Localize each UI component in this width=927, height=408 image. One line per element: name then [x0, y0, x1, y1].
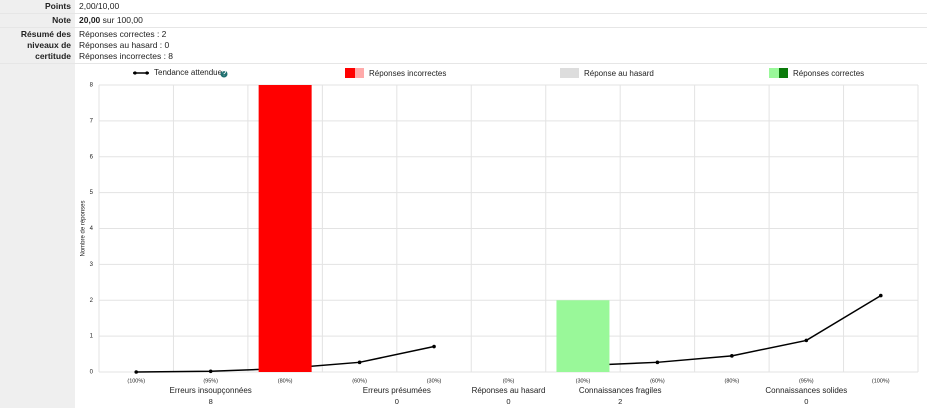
row-label: Note — [0, 13, 75, 28]
legend-swatch — [345, 68, 355, 78]
trend-point — [655, 360, 660, 365]
y-tick-label: 3 — [90, 262, 94, 268]
row-value: Réponses correctes : 2 Réponses au hasard… — [75, 27, 927, 64]
legend-label: Tendance attendue — [154, 68, 223, 77]
x-tick-label: (95%) — [203, 378, 218, 384]
group-count: 2 — [618, 397, 622, 406]
y-tick-label: 1 — [90, 334, 94, 340]
x-tick-label: (100%) — [127, 378, 145, 384]
x-tick-label: (30%) — [427, 378, 442, 384]
x-tick-label: (60%) — [352, 378, 367, 384]
y-tick-label: 4 — [90, 226, 94, 232]
group-label: Erreurs présumées — [363, 386, 431, 395]
row-label: Résumé des niveaux de certitude — [0, 27, 75, 64]
help-glyph — [222, 70, 226, 76]
summary-row: Points 2,00/10,00 — [0, 0, 927, 14]
legend-point — [133, 71, 137, 75]
group-count: 0 — [395, 397, 399, 406]
value-bold: 20,00 — [79, 15, 101, 25]
x-tick-label: (100%) — [872, 378, 890, 384]
trend-point — [134, 370, 139, 374]
summary-table: Points 2,00/10,00 Note 20,00 sur 100,00 Résu… — [0, 0, 927, 64]
legend-swatch — [779, 68, 788, 78]
legend-label: Réponse au hasard — [584, 69, 654, 78]
x-tick-label: (80%) — [278, 378, 293, 384]
value-text: 2,00/10,00 — [79, 1, 120, 11]
value-line: Réponses au hasard : 0 — [79, 40, 923, 51]
y-tick-label: 5 — [90, 190, 94, 196]
row-value: 20,00 sur 100,00 — [75, 13, 927, 28]
group-count: 0 — [506, 397, 510, 406]
value-line: 20,00 sur 100,00 — [79, 15, 923, 26]
value-text: Réponses au hasard : 0 — [79, 40, 170, 50]
trend-point — [878, 293, 883, 298]
bar — [258, 85, 312, 372]
trend-point — [432, 344, 436, 349]
legend-label: Réponses correctes — [793, 69, 864, 78]
row-label: Points — [0, 0, 75, 14]
y-tick-label: 7 — [90, 118, 94, 124]
x-tick-label: (95%) — [799, 378, 814, 384]
summary-row: Note 20,00 sur 100,00 — [0, 13, 927, 28]
bar — [556, 300, 610, 372]
summary-row: Résumé des niveaux de certitude Réponses … — [0, 27, 927, 64]
trend-point — [208, 369, 213, 374]
trend-point — [804, 338, 809, 343]
trend-point — [730, 354, 734, 358]
y-axis-title: Nombre de réponses — [81, 200, 87, 256]
legend-point — [145, 71, 149, 75]
x-tick-label: (80%) — [725, 378, 740, 384]
x-tick-label: (60%) — [650, 378, 665, 384]
legend-swatch — [560, 68, 579, 78]
group-count: 0 — [804, 397, 808, 406]
y-tick-label: 8 — [90, 83, 94, 89]
group-label: Connaissances fragiles — [579, 386, 662, 395]
value-text: Réponses incorrectes : 8 — [79, 51, 174, 61]
legend-swatch — [355, 68, 364, 78]
value-text: Réponses correctes : 2 — [79, 29, 167, 39]
y-tick-label: 2 — [90, 298, 94, 304]
group-label: Erreurs insoupçonnées — [170, 386, 252, 395]
trend-point — [357, 360, 362, 365]
row-value: 2,00/10,00 — [75, 0, 927, 14]
group-label: Réponses au hasard — [472, 386, 546, 395]
y-tick-label: 0 — [90, 370, 94, 376]
legend-swatch — [769, 68, 779, 78]
value-text: sur 100,00 — [102, 15, 143, 25]
x-tick-label: (30%) — [576, 378, 591, 384]
y-tick-label: 6 — [90, 154, 94, 160]
label-column — [0, 0, 75, 408]
group-label: Connaissances solides — [765, 386, 847, 395]
value-line: Réponses correctes : 2 — [79, 29, 923, 40]
value-line: 2,00/10,00 — [79, 1, 923, 12]
x-tick-label: (0%) — [503, 378, 515, 384]
group-count: 8 — [209, 397, 213, 406]
legend-label: Réponses incorrectes — [369, 69, 446, 78]
value-line: Réponses incorrectes : 8 — [79, 51, 923, 62]
